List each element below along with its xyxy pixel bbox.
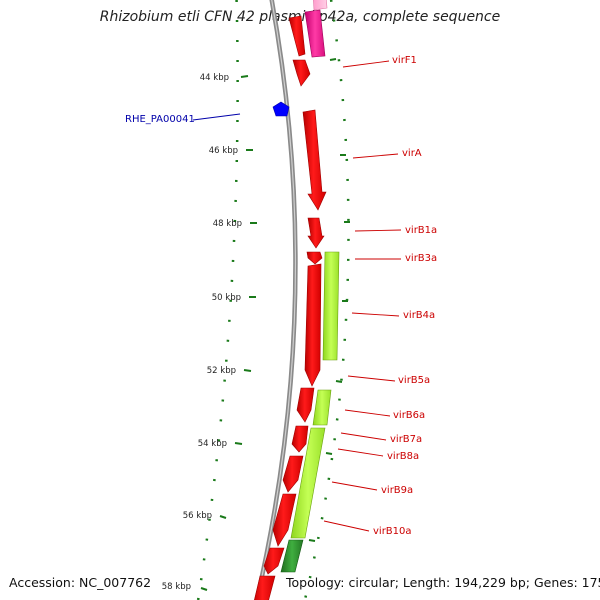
- leader-line: [337, 448, 384, 457]
- tick-label: 52 kbp: [207, 366, 236, 376]
- gc-mark: [335, 380, 343, 383]
- tick-mark: [240, 75, 249, 78]
- leader-line: [347, 375, 396, 382]
- cog-feature: [322, 251, 340, 361]
- cds-arrow: [291, 425, 309, 453]
- cds-arrow: [254, 575, 276, 600]
- tick-mark: [234, 442, 243, 445]
- tick-label: 54 kbp: [198, 439, 227, 449]
- gene-label-virB3a[interactable]: virB3a: [405, 253, 437, 264]
- cds-arrow: [272, 493, 297, 547]
- tick-label: 48 kbp: [213, 219, 242, 229]
- gene-label-virB1a[interactable]: virB1a: [405, 225, 437, 236]
- cog-track: [280, 0, 340, 573]
- gene-label-virB4a[interactable]: virB4a: [403, 310, 435, 321]
- gene-label-virB8a[interactable]: virB8a: [387, 451, 419, 462]
- leader-line: [352, 153, 399, 159]
- tick-mark: [200, 587, 208, 591]
- cds-arrow: [292, 59, 311, 87]
- cog-feature: [312, 389, 332, 426]
- tick-label: 56 kbp: [183, 511, 212, 521]
- cds-arrow: [306, 251, 323, 265]
- leader-line: [351, 312, 400, 317]
- cds-arrow: [296, 387, 315, 423]
- leader-line: [340, 432, 387, 441]
- tick-label: 50 kbp: [212, 293, 241, 303]
- tick-mark: [243, 369, 252, 372]
- gene-leader-lines: [323, 60, 402, 532]
- leader-line: [323, 520, 370, 532]
- feature-label-RHE_PA00041[interactable]: RHE_PA00041: [125, 114, 195, 125]
- gc-mark: [308, 539, 316, 542]
- leader-line: [331, 481, 378, 491]
- cog-feature: [304, 9, 326, 58]
- gene-label-virB10a[interactable]: virB10a: [373, 526, 412, 537]
- cds-arrow: [307, 217, 325, 249]
- cds-arrow: [304, 263, 322, 387]
- cds-arrow: [302, 109, 327, 211]
- gene-label-virB9a[interactable]: virB9a: [381, 485, 413, 496]
- gene-label-virB6a[interactable]: virB6a: [393, 410, 425, 421]
- cds-arrow: [288, 15, 306, 57]
- leader-line: [192, 113, 241, 121]
- tick-label: 46 kbp: [209, 146, 238, 156]
- tick-label: 44 kbp: [200, 73, 229, 83]
- leader-line: [342, 60, 390, 68]
- gc-mark: [329, 58, 337, 61]
- leader-line: [344, 409, 391, 417]
- cds-track: [254, 15, 327, 600]
- tick-marks: [200, 75, 257, 591]
- accession-label: Accession: NC_007762: [9, 575, 152, 590]
- tick-mark: [219, 515, 227, 519]
- leader-line: [354, 229, 402, 232]
- cog-feature: [290, 427, 326, 539]
- gc-skew-marks: [308, 58, 350, 542]
- gene-label-virB5a[interactable]: virB5a: [398, 375, 430, 386]
- gene-label-virF1[interactable]: virF1: [392, 55, 417, 66]
- cog-feature: [280, 539, 304, 573]
- gc-mark: [325, 452, 333, 455]
- gene-label-virA[interactable]: virA: [402, 148, 422, 159]
- cds-arrow: [282, 455, 304, 493]
- topology-summary: Topology: circular; Length: 194,229 bp; …: [286, 575, 600, 590]
- tick-label: 58 kbp: [162, 582, 191, 592]
- gc-content-track-outer: [196, 0, 239, 600]
- feature-marker-icon[interactable]: [272, 101, 290, 117]
- cog-feature: [313, 0, 328, 11]
- backbone-highlight: [256, 0, 297, 600]
- cds-arrow: [263, 547, 285, 575]
- gene-label-virB7a[interactable]: virB7a: [390, 434, 422, 445]
